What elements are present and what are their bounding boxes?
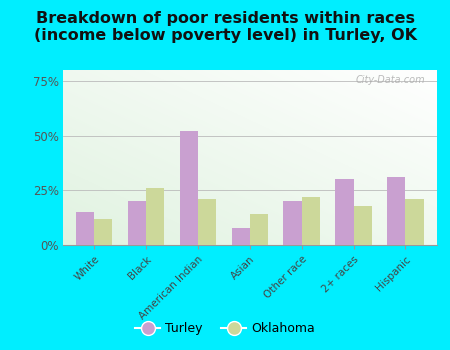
Bar bbox=[387, 177, 405, 245]
Bar bbox=[284, 201, 302, 245]
Bar bbox=[405, 199, 423, 245]
Bar bbox=[94, 219, 112, 245]
Bar bbox=[302, 197, 320, 245]
Bar bbox=[76, 212, 94, 245]
Legend: Turley, Oklahoma: Turley, Oklahoma bbox=[130, 317, 320, 340]
Bar bbox=[198, 199, 216, 245]
Bar bbox=[180, 131, 198, 245]
Bar bbox=[128, 201, 146, 245]
Text: City-Data.com: City-Data.com bbox=[356, 75, 425, 85]
Bar bbox=[250, 214, 268, 245]
Text: Breakdown of poor residents within races
(income below poverty level) in Turley,: Breakdown of poor residents within races… bbox=[33, 10, 417, 43]
Bar bbox=[335, 179, 354, 245]
Bar bbox=[354, 206, 372, 245]
Bar bbox=[146, 188, 164, 245]
Bar bbox=[232, 228, 250, 245]
